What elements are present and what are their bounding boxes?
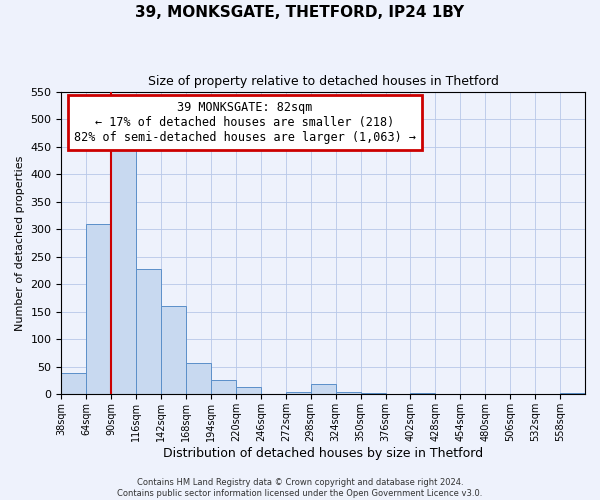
Bar: [410, 393, 436, 394]
Bar: [161, 306, 186, 394]
Bar: [335, 392, 361, 394]
Title: Size of property relative to detached houses in Thetford: Size of property relative to detached ho…: [148, 75, 499, 88]
Bar: [111, 144, 136, 395]
Bar: [136, 269, 161, 394]
Text: 39, MONKSGATE, THETFORD, IP24 1BY: 39, MONKSGATE, THETFORD, IP24 1BY: [136, 5, 464, 20]
Bar: [311, 384, 335, 394]
Text: Contains HM Land Registry data © Crown copyright and database right 2024.
Contai: Contains HM Land Registry data © Crown c…: [118, 478, 482, 498]
Bar: [61, 374, 86, 394]
Bar: [361, 393, 386, 394]
Bar: [560, 393, 585, 394]
Bar: [236, 387, 261, 394]
X-axis label: Distribution of detached houses by size in Thetford: Distribution of detached houses by size …: [163, 447, 483, 460]
Bar: [86, 224, 111, 394]
Bar: [186, 363, 211, 394]
Bar: [211, 380, 236, 394]
Text: 39 MONKSGATE: 82sqm
← 17% of detached houses are smaller (218)
82% of semi-detac: 39 MONKSGATE: 82sqm ← 17% of detached ho…: [74, 101, 416, 144]
Y-axis label: Number of detached properties: Number of detached properties: [15, 156, 25, 331]
Bar: [286, 392, 311, 394]
